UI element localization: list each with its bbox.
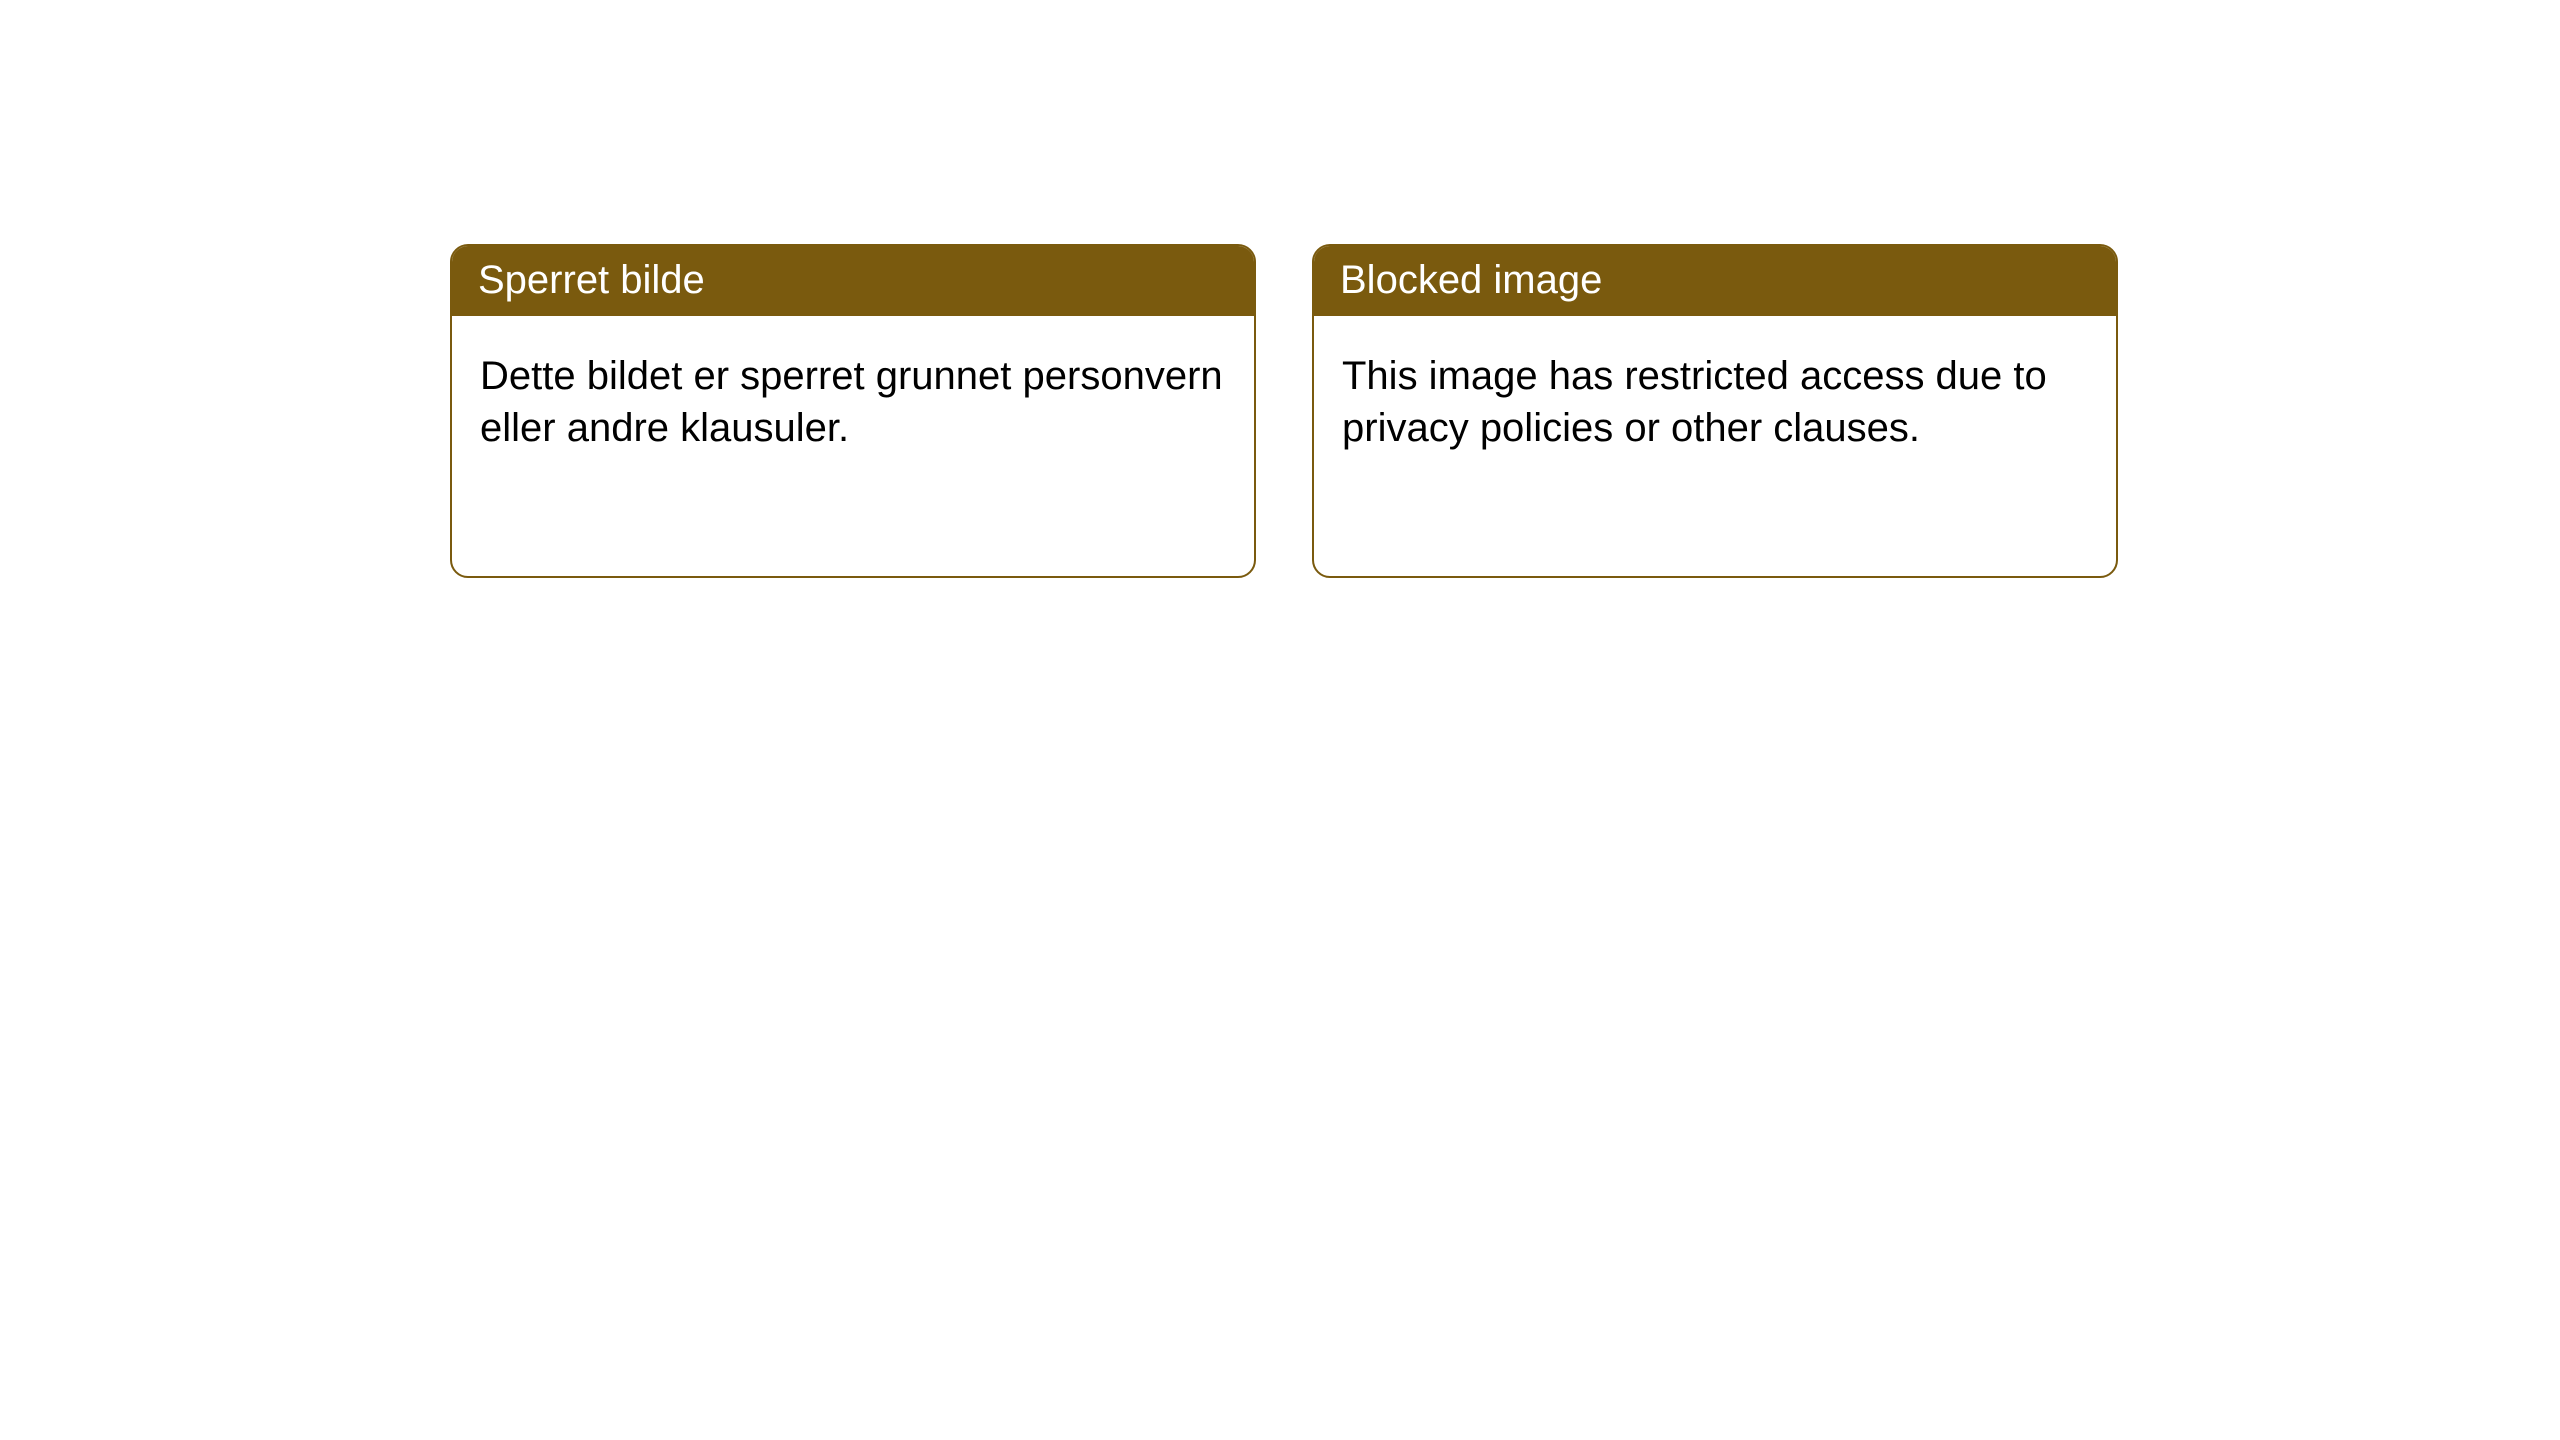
notice-card-english: Blocked image This image has restricted … [1312,244,2118,578]
notice-header: Blocked image [1314,246,2116,316]
notice-card-norwegian: Sperret bilde Dette bildet er sperret gr… [450,244,1256,578]
notice-header: Sperret bilde [452,246,1254,316]
notice-body: This image has restricted access due to … [1314,316,2116,482]
notice-body: Dette bildet er sperret grunnet personve… [452,316,1254,482]
notice-container: Sperret bilde Dette bildet er sperret gr… [0,0,2560,578]
